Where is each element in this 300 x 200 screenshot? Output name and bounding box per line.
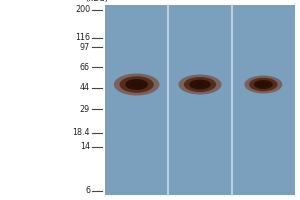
- Ellipse shape: [184, 77, 216, 92]
- Ellipse shape: [189, 79, 211, 89]
- Ellipse shape: [249, 78, 278, 91]
- Ellipse shape: [114, 73, 160, 95]
- Text: 14: 14: [80, 142, 90, 151]
- Ellipse shape: [254, 80, 273, 89]
- Ellipse shape: [259, 82, 268, 87]
- Ellipse shape: [244, 75, 282, 93]
- Ellipse shape: [131, 82, 142, 87]
- Bar: [105, 5, 295, 195]
- Text: 29: 29: [80, 105, 90, 114]
- Ellipse shape: [195, 82, 206, 87]
- Text: 18.4: 18.4: [73, 128, 90, 137]
- Text: 200: 200: [75, 5, 90, 14]
- Text: 6: 6: [85, 186, 90, 195]
- Ellipse shape: [178, 74, 221, 94]
- Text: MW
(kDa): MW (kDa): [85, 0, 109, 3]
- Ellipse shape: [125, 79, 148, 90]
- Text: 44: 44: [80, 83, 90, 92]
- Text: 116: 116: [75, 33, 90, 42]
- Ellipse shape: [120, 76, 154, 93]
- Text: 97: 97: [80, 43, 90, 52]
- Text: 66: 66: [80, 63, 90, 72]
